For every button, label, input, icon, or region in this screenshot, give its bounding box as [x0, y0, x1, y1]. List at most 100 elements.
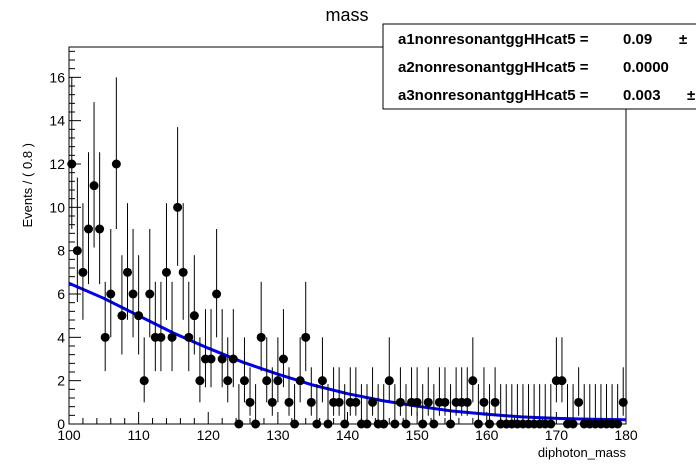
data-point [156, 281, 166, 372]
data-point [284, 367, 294, 416]
point-marker [613, 419, 623, 429]
data-point [239, 337, 249, 403]
point-marker [206, 354, 216, 364]
data-point [317, 337, 327, 403]
point-marker [446, 419, 456, 429]
point-marker [568, 419, 578, 429]
point-marker [122, 267, 132, 277]
data-point [301, 281, 311, 372]
param-value-a3: 0.003 [623, 87, 661, 104]
point-marker [139, 376, 149, 386]
data-point [312, 384, 322, 429]
data-point [100, 281, 110, 372]
data-point [67, 77, 77, 229]
point-marker [195, 376, 205, 386]
point-marker [429, 419, 439, 429]
data-point [407, 367, 417, 416]
point-marker [473, 419, 483, 429]
param-extra-a3: ± [687, 87, 695, 104]
data-point [223, 337, 233, 403]
data-point [429, 384, 439, 429]
x-tick-label: 150 [405, 427, 429, 443]
y-tick-label: 14 [49, 113, 65, 129]
data-point [178, 203, 188, 320]
point-marker [390, 419, 400, 429]
point-marker [440, 397, 450, 407]
data-point [490, 367, 500, 416]
point-marker [384, 376, 394, 386]
data-point [267, 367, 277, 416]
point-marker [178, 267, 188, 277]
data-point [440, 367, 450, 416]
data-point [111, 77, 121, 229]
point-marker [173, 202, 183, 212]
point-marker [395, 397, 405, 407]
data-point [212, 229, 222, 338]
point-marker [72, 246, 82, 256]
parameter-box: a1nonresonantggHHcat5 = 0.09 ± a2nonreso… [382, 23, 696, 110]
point-marker [111, 159, 121, 169]
param-extra-a1: ± [679, 31, 687, 48]
point-marker [100, 332, 110, 342]
data-point [390, 384, 400, 429]
data-point [89, 102, 99, 248]
point-marker [306, 397, 316, 407]
point-marker [251, 419, 261, 429]
data-point [217, 309, 227, 388]
data-points-layer [67, 77, 628, 429]
data-point [462, 367, 472, 416]
point-marker [278, 354, 288, 364]
point-marker [290, 419, 300, 429]
data-point [245, 367, 255, 416]
data-point [228, 309, 238, 388]
data-point [340, 384, 350, 429]
data-point [167, 281, 177, 372]
point-marker [379, 419, 389, 429]
point-marker [223, 376, 233, 386]
data-point [384, 337, 394, 403]
fit-curve [68, 281, 627, 422]
data-point [479, 367, 489, 416]
data-point [189, 255, 199, 355]
data-point [278, 309, 288, 388]
point-marker [334, 397, 344, 407]
data-point [457, 367, 467, 416]
data-point [551, 337, 561, 403]
data-point [401, 384, 411, 429]
point-marker [117, 311, 127, 321]
param-value-a1: 0.09 [623, 31, 652, 48]
point-marker [323, 419, 333, 429]
point-marker [273, 376, 283, 386]
y-tick-label: 6 [57, 286, 65, 302]
point-marker [574, 397, 584, 407]
point-marker [245, 397, 255, 407]
point-marker [284, 397, 294, 407]
point-marker [295, 376, 305, 386]
chart-title: mass [325, 5, 368, 25]
data-point [412, 367, 422, 416]
point-marker [212, 289, 222, 299]
data-point [379, 384, 389, 429]
point-marker [462, 397, 472, 407]
point-marker [418, 419, 428, 429]
point-marker [267, 397, 277, 407]
x-tick-label: 160 [475, 427, 499, 443]
data-point [206, 309, 216, 388]
y-tick-label: 16 [49, 69, 65, 85]
axis-ticks: 100 110 120 130 140 150 160 170 180 0 2 4 6 8 10 12 14 16 [49, 50, 638, 443]
data-point [262, 337, 272, 403]
point-marker [412, 397, 422, 407]
param-value-a2: 0.0000 [623, 59, 669, 76]
data-point [557, 337, 567, 403]
point-marker [546, 419, 556, 429]
data-point [473, 384, 483, 429]
point-marker [128, 289, 138, 299]
data-point [306, 367, 316, 416]
data-point [122, 203, 132, 320]
data-point [446, 384, 456, 429]
point-marker [256, 332, 266, 342]
x-tick-label: 120 [197, 427, 221, 443]
point-marker [239, 376, 249, 386]
data-point [273, 337, 283, 403]
point-marker [340, 419, 350, 429]
